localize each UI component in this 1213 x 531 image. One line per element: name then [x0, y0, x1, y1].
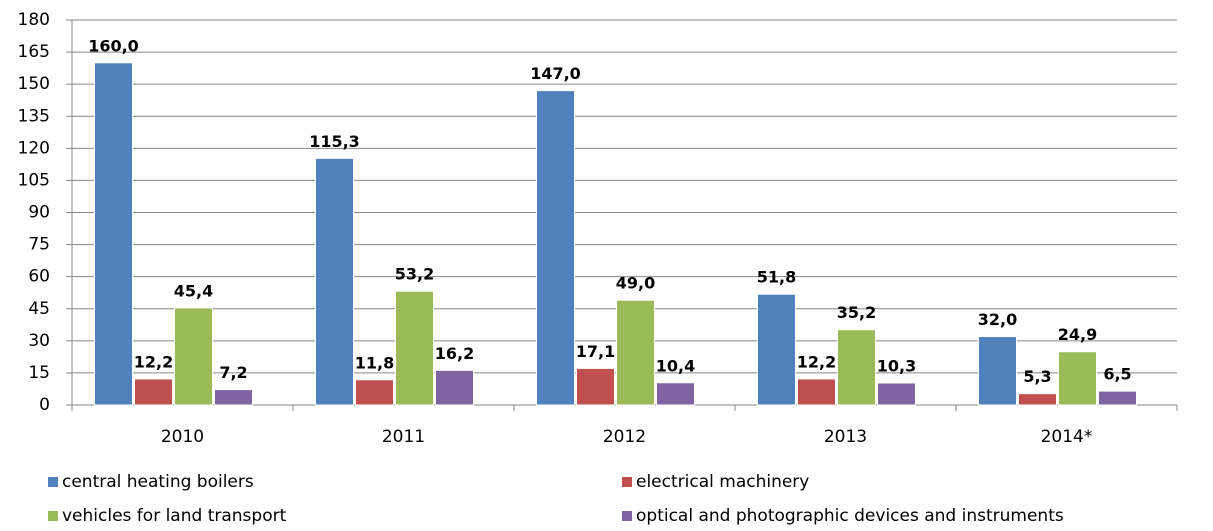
- data-label: 5,3: [1023, 367, 1051, 386]
- data-label: 10,4: [656, 356, 695, 375]
- data-label: 6,5: [1103, 365, 1131, 384]
- legend-swatch: [622, 511, 632, 521]
- data-label: 11,8: [355, 353, 394, 372]
- data-label: 35,2: [837, 303, 876, 322]
- data-label: 24,9: [1058, 325, 1097, 344]
- bar: [174, 307, 213, 406]
- data-label: 12,2: [134, 352, 173, 371]
- y-tick-label: 90: [28, 203, 50, 223]
- bar: [656, 382, 695, 406]
- data-label: 16,2: [435, 344, 474, 363]
- bar: [576, 367, 615, 406]
- data-label: 160,0: [88, 36, 139, 55]
- bar: [395, 290, 434, 406]
- bar: [877, 382, 916, 406]
- legend-swatch: [622, 477, 632, 487]
- y-tick-label: 45: [28, 299, 50, 319]
- legend-label: vehicles for land transport: [62, 506, 287, 526]
- y-tick-label: 180: [18, 10, 50, 30]
- y-tick-label: 0: [39, 395, 50, 415]
- legend-label: optical and photographic devices and ins…: [636, 506, 1064, 526]
- bar: [837, 329, 876, 406]
- bar: [134, 378, 173, 406]
- y-tick-label: 150: [18, 74, 50, 94]
- bar: [94, 62, 133, 406]
- legend-label: central heating boilers: [62, 472, 254, 492]
- legend-swatch: [48, 477, 58, 487]
- data-label: 51,8: [757, 268, 796, 287]
- data-label: 17,1: [576, 342, 615, 361]
- y-tick-label: 30: [28, 331, 50, 351]
- bar: [978, 336, 1017, 406]
- y-tick-label: 105: [18, 170, 50, 190]
- data-label: 115,3: [309, 132, 360, 151]
- bar: [1018, 393, 1057, 406]
- y-tick-label: 120: [18, 138, 50, 158]
- data-label: 53,2: [395, 265, 434, 284]
- y-tick-label: 60: [28, 267, 50, 287]
- bar: [355, 379, 394, 406]
- y-tick-label: 165: [18, 42, 50, 62]
- bar: [214, 389, 253, 406]
- y-tick-label: 15: [28, 363, 50, 383]
- x-tick-label: 2010: [161, 427, 204, 447]
- data-label: 147,0: [530, 64, 581, 83]
- legend-label: electrical machinery: [636, 472, 809, 492]
- bar: [536, 90, 575, 406]
- x-tick-label: 2012: [603, 427, 646, 447]
- data-label: 45,4: [174, 281, 213, 300]
- data-label: 7,2: [219, 363, 247, 382]
- x-tick-label: 2011: [382, 427, 425, 447]
- x-tick-label: 2014*: [1041, 427, 1093, 447]
- bar: [797, 378, 836, 406]
- y-tick-label: 75: [28, 235, 50, 255]
- bar: [616, 299, 655, 406]
- data-label: 32,0: [978, 310, 1017, 329]
- bar: [435, 369, 474, 406]
- bar: [315, 157, 354, 406]
- data-label: 12,2: [797, 352, 836, 371]
- legend-swatch: [48, 511, 58, 521]
- bar: [757, 293, 796, 406]
- bar: [1098, 390, 1137, 406]
- data-label: 49,0: [616, 274, 655, 293]
- y-tick-label: 135: [18, 106, 50, 126]
- data-label: 10,3: [877, 356, 916, 375]
- bar: [1058, 351, 1097, 406]
- x-tick-label: 2013: [824, 427, 867, 447]
